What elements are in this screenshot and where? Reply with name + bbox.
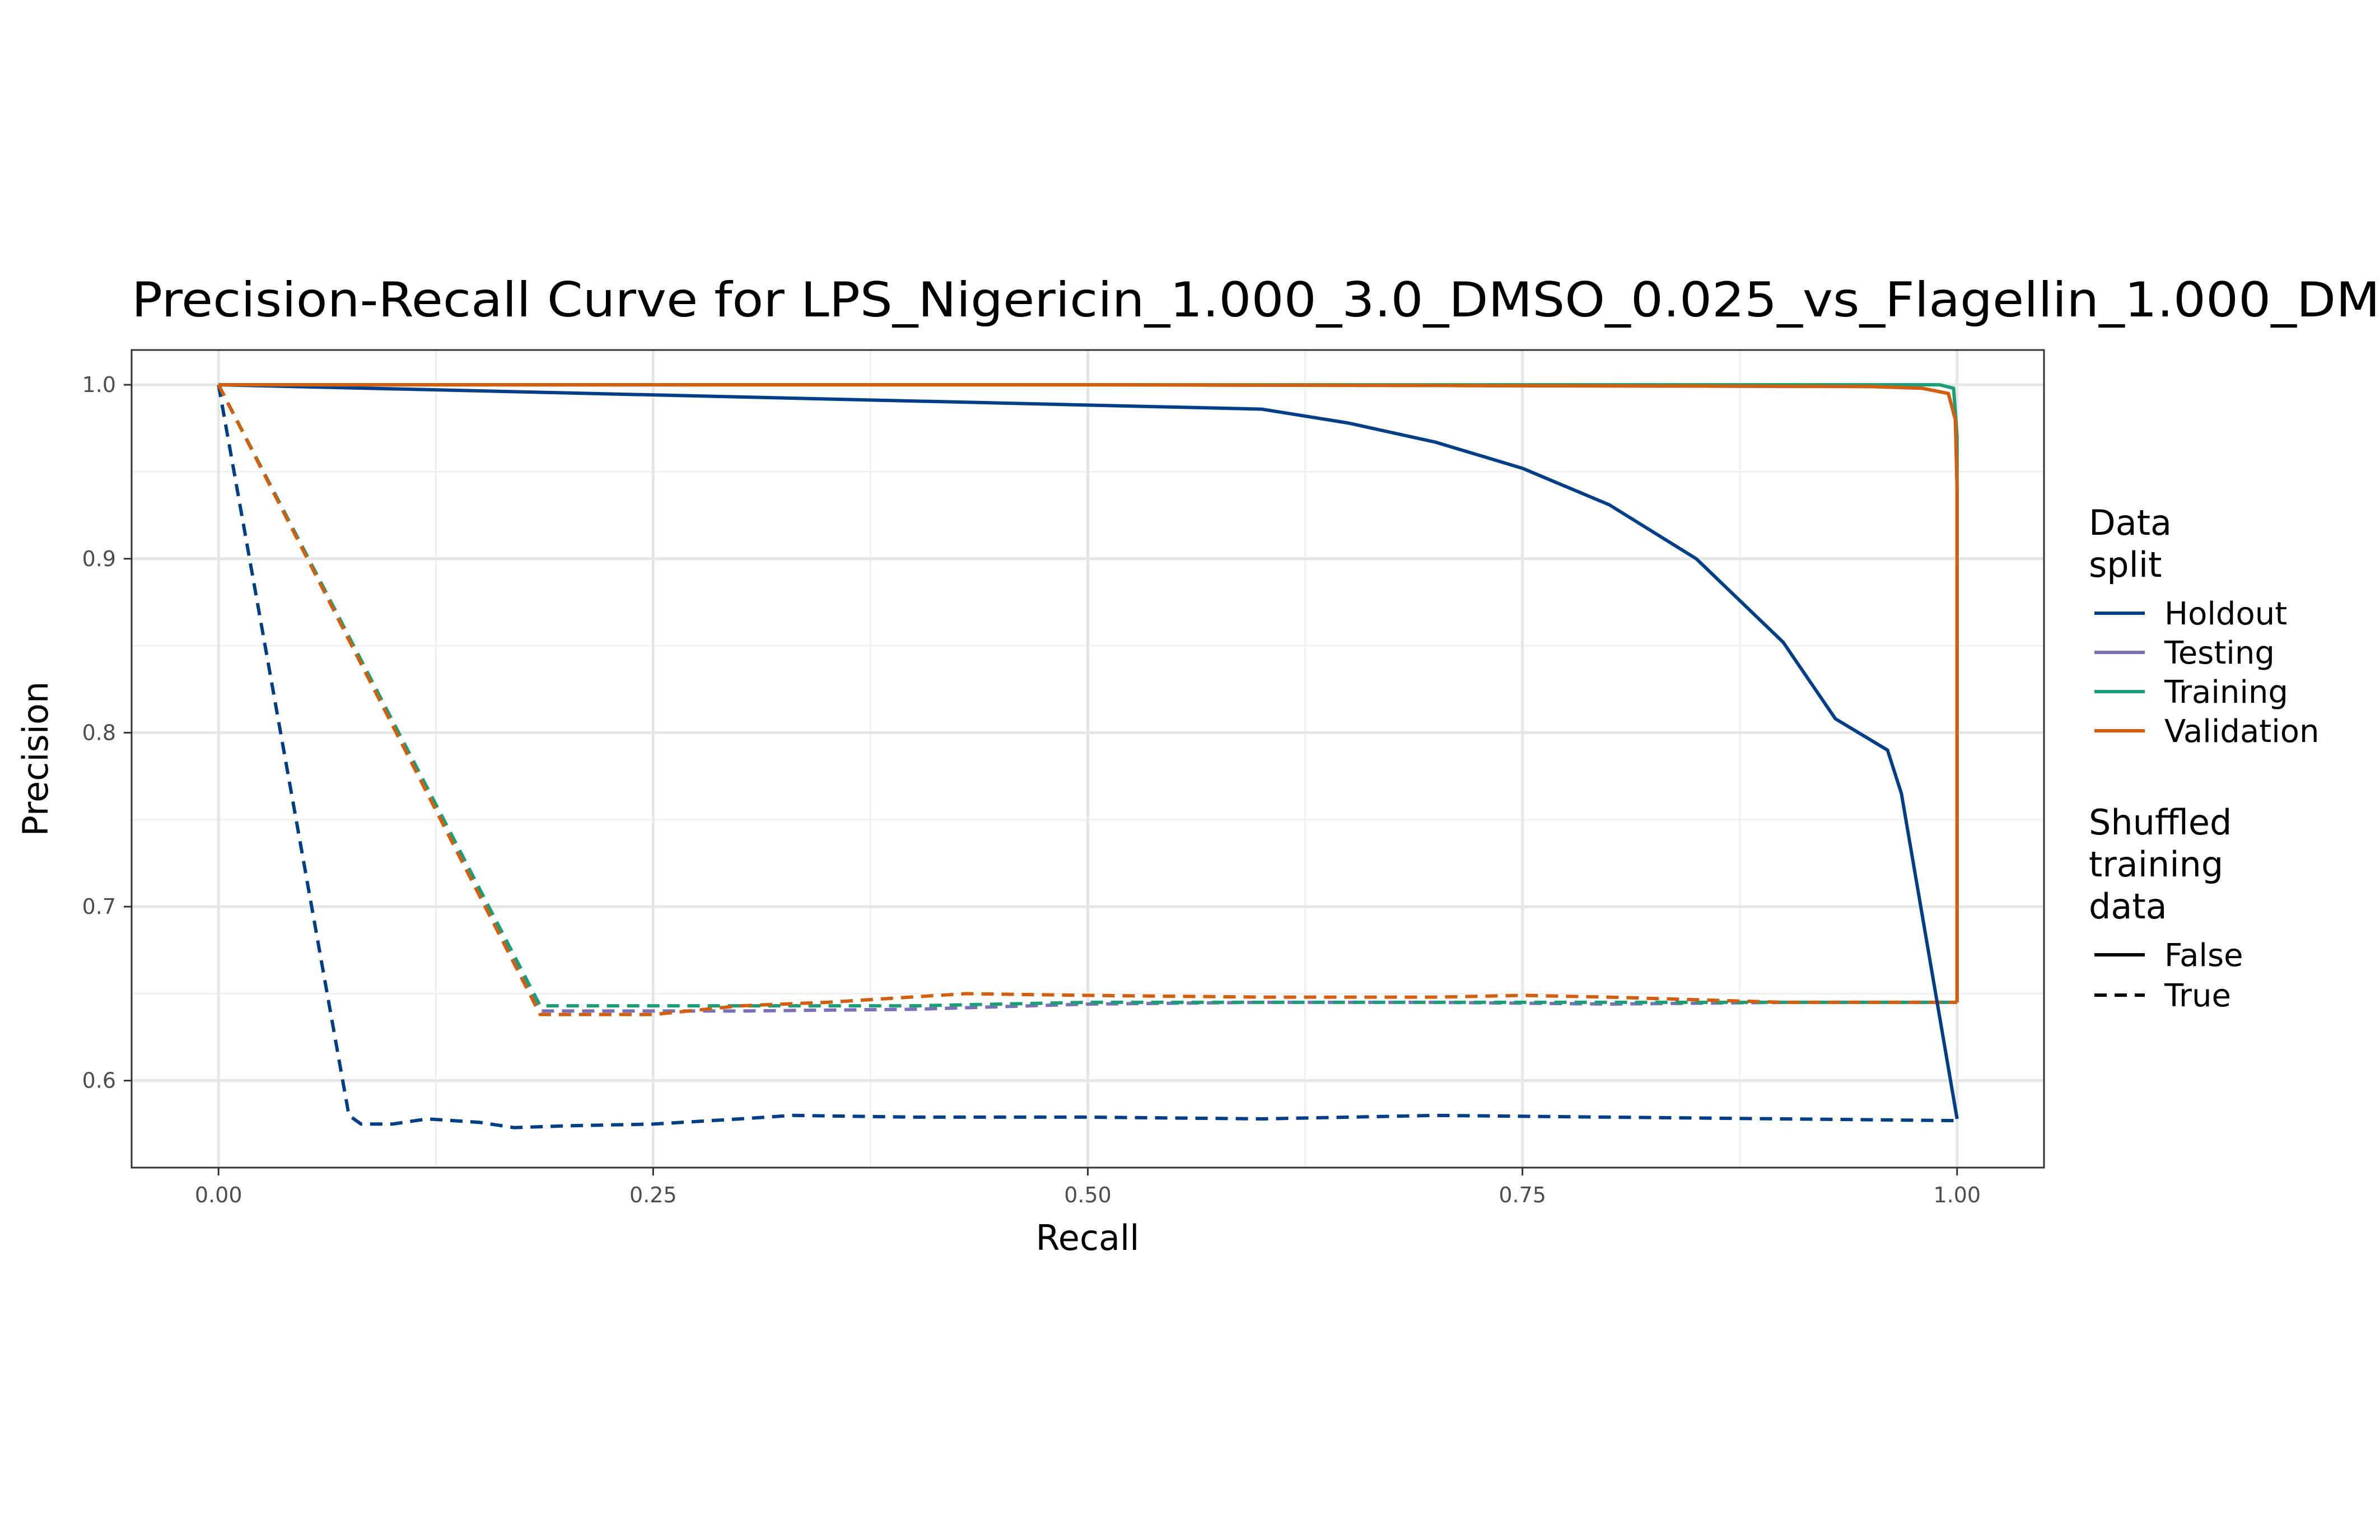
y-axis-ticks: 0.6 0.7 0.8 0.9 1.0 [82, 372, 132, 1093]
legend-color-title: Data [2089, 502, 2172, 543]
legend-linetype-title: Shuffled [2089, 802, 2232, 843]
legend-linetype-title: data [2089, 886, 2167, 927]
legend-color-title: split [2089, 544, 2162, 585]
series-line-holdout-shuffled-true [217, 384, 1957, 1130]
y-tick-label: 0.8 [82, 720, 116, 745]
series-lines [217, 383, 1959, 1130]
y-tick-label: 0.6 [82, 1068, 116, 1093]
y-axis-title: Precision [15, 682, 56, 837]
y-tick-label: 0.9 [82, 547, 116, 571]
legend-label-validation: Validation [2164, 713, 2320, 750]
legend-label-true: True [2164, 978, 2231, 1014]
series-line-holdout-shuffled-false [218, 383, 1959, 1119]
legend-label-testing: Testing [2164, 635, 2275, 671]
y-tick-label: 1.0 [82, 372, 116, 397]
x-tick-label: 0.50 [1064, 1183, 1112, 1207]
series-line-validation-shuffled-true [217, 384, 1957, 1016]
legend: DatasplitHoldoutTestingTrainingValidatio… [2089, 502, 2320, 1014]
x-tick-label: 0.25 [629, 1183, 677, 1207]
legend-label-false: False [2164, 937, 2243, 974]
series-line-validation-shuffled-false [218, 383, 1959, 1002]
chart-title: Precision-Recall Curve for LPS_Nigericin… [132, 272, 2380, 328]
y-tick-label: 0.7 [82, 894, 116, 919]
x-tick-label: 1.00 [1933, 1183, 1981, 1207]
x-axis-ticks: 0.00 0.25 0.50 0.75 1.00 [195, 1168, 1981, 1207]
x-axis-title: Recall [1036, 1217, 1140, 1258]
x-tick-label: 0.00 [195, 1183, 242, 1207]
x-tick-label: 0.75 [1499, 1183, 1546, 1207]
legend-label-training: Training [2164, 674, 2288, 711]
legend-label-holdout: Holdout [2164, 596, 2287, 632]
legend-linetype-title: training [2089, 844, 2223, 885]
series-line-training-shuffled-true [217, 384, 1957, 1008]
